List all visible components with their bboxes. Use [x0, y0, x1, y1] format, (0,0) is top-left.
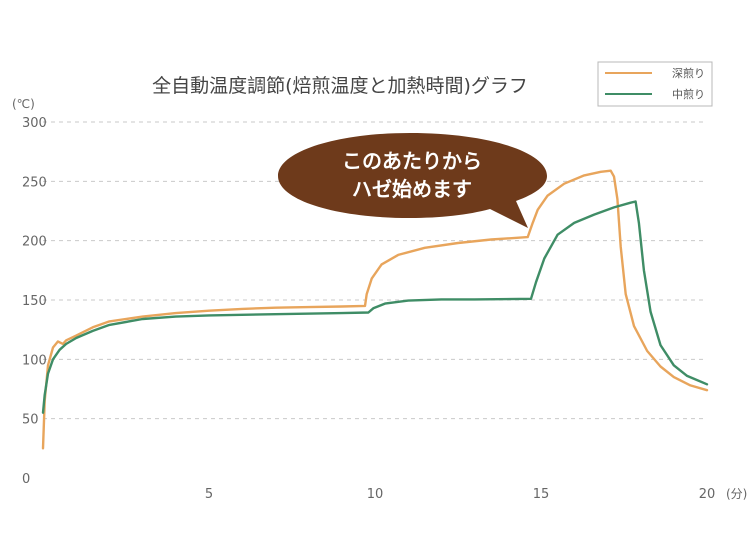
x-tick-label: 5 [205, 487, 213, 502]
legend-label-deep: 深煎り [672, 66, 705, 80]
annotation-bubble: このあたりから ハゼ始めます [278, 133, 547, 228]
y-tick-label: 100 [22, 353, 47, 368]
series-line-medium-roast [41, 200, 709, 414]
bubble-line-2: ハゼ始めます [352, 177, 472, 201]
y-axis-ticks: 300 250 200 150 100 50 0 [22, 116, 47, 487]
y-tick-label: 150 [22, 294, 47, 309]
gridlines [43, 121, 707, 420]
legend-box [597, 61, 713, 107]
x-axis-ticks: 5 10 15 20 [205, 487, 715, 502]
legend: 深煎り 中煎り [597, 61, 713, 107]
y-tick-label: 300 [22, 116, 47, 131]
bubble-shape [278, 133, 547, 228]
y-axis-unit: (℃) [12, 97, 35, 111]
y-tick-label: 50 [22, 413, 39, 428]
x-axis-unit: (分) [726, 487, 747, 501]
x-tick-label: 20 [699, 487, 716, 502]
bubble-line-1: このあたりから [342, 149, 482, 173]
series-lines [41, 169, 709, 450]
x-tick-label: 10 [367, 487, 384, 502]
x-tick-label: 15 [533, 487, 550, 502]
legend-label-medium: 中煎り [672, 87, 705, 101]
y-tick-label: 250 [22, 175, 47, 190]
series-line-deep-roast [41, 169, 709, 450]
chart-title: 全自動温度調節(焙煎温度と加熱時間)グラフ [152, 75, 528, 97]
y-tick-label: 200 [22, 235, 47, 250]
y-tick-label: 0 [22, 472, 30, 487]
